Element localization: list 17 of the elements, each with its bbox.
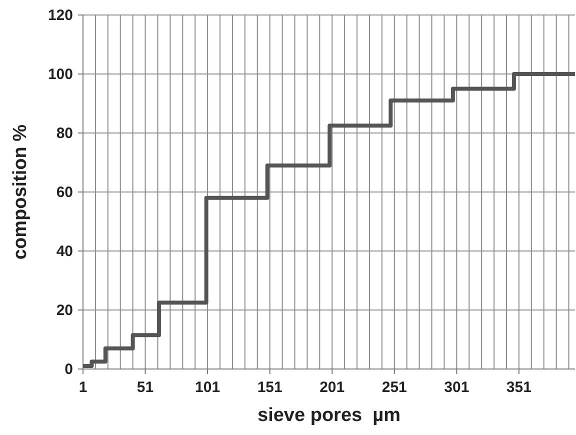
x-tick-label: 151 <box>257 379 282 396</box>
y-tick-label: 60 <box>56 184 73 201</box>
x-tick-label: 51 <box>136 379 154 396</box>
x-tick-label: 251 <box>382 379 407 396</box>
y-tick-label: 100 <box>48 66 73 83</box>
x-tick-label: 101 <box>195 379 220 396</box>
y-tick-label: 20 <box>56 302 73 319</box>
y-tick-label: 120 <box>48 7 73 24</box>
y-tick-label: 0 <box>64 361 73 378</box>
x-tick-label: 301 <box>444 379 470 396</box>
x-tick-label: 201 <box>320 379 345 396</box>
x-axis-title: sieve pores µm <box>258 405 400 426</box>
y-axis-title: composition % <box>10 124 31 260</box>
x-tick-label: 1 <box>78 379 88 396</box>
y-tick-label: 80 <box>56 125 73 142</box>
y-tick-label: 40 <box>56 243 73 260</box>
x-tick-label: 351 <box>506 379 532 396</box>
